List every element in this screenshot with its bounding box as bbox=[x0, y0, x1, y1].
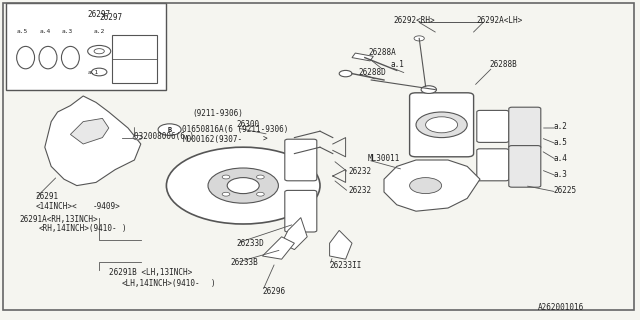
FancyBboxPatch shape bbox=[285, 190, 317, 232]
Text: a.2: a.2 bbox=[93, 28, 105, 34]
Polygon shape bbox=[45, 96, 141, 186]
Circle shape bbox=[133, 135, 142, 140]
Circle shape bbox=[227, 178, 259, 194]
Text: 26232: 26232 bbox=[349, 186, 372, 195]
Polygon shape bbox=[70, 118, 109, 144]
Text: -9409>: -9409> bbox=[93, 202, 120, 211]
Text: 01650816A(6 (9211-9306): 01650816A(6 (9211-9306) bbox=[182, 125, 289, 134]
Circle shape bbox=[414, 36, 424, 41]
FancyBboxPatch shape bbox=[477, 110, 509, 142]
Text: a.2: a.2 bbox=[554, 122, 568, 131]
FancyBboxPatch shape bbox=[509, 146, 541, 187]
Text: 26225: 26225 bbox=[554, 186, 577, 195]
Circle shape bbox=[410, 178, 442, 194]
Polygon shape bbox=[330, 230, 352, 259]
Text: a.5: a.5 bbox=[17, 28, 28, 34]
Bar bbox=[112, 35, 157, 83]
Text: 26233D: 26233D bbox=[237, 239, 264, 248]
Circle shape bbox=[166, 147, 320, 224]
Text: <14INCH><: <14INCH>< bbox=[35, 202, 77, 211]
Text: A262001016: A262001016 bbox=[538, 303, 584, 312]
Text: 26288D: 26288D bbox=[358, 68, 386, 76]
FancyBboxPatch shape bbox=[509, 107, 541, 149]
Polygon shape bbox=[384, 160, 480, 211]
Text: 26232: 26232 bbox=[349, 167, 372, 176]
Text: ): ) bbox=[122, 224, 126, 233]
Text: <LH,14INCH>(9410-: <LH,14INCH>(9410- bbox=[122, 279, 200, 288]
Text: a.3: a.3 bbox=[554, 170, 568, 179]
Circle shape bbox=[222, 175, 230, 179]
Text: M000162(9307-: M000162(9307- bbox=[182, 135, 243, 144]
Text: 26291B <LH,13INCH>: 26291B <LH,13INCH> bbox=[109, 268, 192, 277]
Circle shape bbox=[416, 112, 467, 138]
Text: a.4: a.4 bbox=[39, 28, 51, 34]
Text: 26291A<RH,13INCH>: 26291A<RH,13INCH> bbox=[19, 215, 98, 224]
Text: a.1: a.1 bbox=[390, 60, 404, 68]
Circle shape bbox=[339, 70, 352, 77]
Bar bbox=[352, 53, 373, 61]
FancyBboxPatch shape bbox=[285, 139, 317, 181]
Text: 26297: 26297 bbox=[99, 13, 122, 22]
Ellipse shape bbox=[17, 46, 35, 69]
Text: 032008006(6 ): 032008006(6 ) bbox=[134, 132, 195, 140]
Text: a.1: a.1 bbox=[87, 70, 99, 75]
Bar bbox=[6, 3, 166, 90]
FancyBboxPatch shape bbox=[477, 149, 509, 181]
Circle shape bbox=[208, 168, 278, 203]
Text: B: B bbox=[168, 127, 172, 132]
Text: 26296: 26296 bbox=[262, 287, 285, 296]
Text: 26288B: 26288B bbox=[490, 60, 517, 68]
Polygon shape bbox=[282, 218, 307, 250]
Text: 26297: 26297 bbox=[88, 10, 111, 19]
Text: (9211-9306): (9211-9306) bbox=[192, 109, 243, 118]
Ellipse shape bbox=[39, 46, 57, 69]
Circle shape bbox=[88, 45, 111, 57]
Text: 26292A<LH>: 26292A<LH> bbox=[477, 16, 523, 25]
Text: 26288A: 26288A bbox=[368, 48, 396, 57]
Text: 26291: 26291 bbox=[35, 192, 58, 201]
Circle shape bbox=[426, 117, 458, 133]
Ellipse shape bbox=[61, 46, 79, 69]
FancyBboxPatch shape bbox=[410, 93, 474, 157]
Circle shape bbox=[222, 192, 230, 196]
Circle shape bbox=[158, 124, 181, 135]
Text: 26233B: 26233B bbox=[230, 258, 258, 267]
Text: 26292<RH>: 26292<RH> bbox=[394, 16, 435, 25]
Text: a.3: a.3 bbox=[61, 28, 73, 34]
Circle shape bbox=[257, 175, 264, 179]
Text: a.5: a.5 bbox=[554, 138, 568, 147]
Text: 26300: 26300 bbox=[237, 120, 260, 129]
Text: a.4: a.4 bbox=[554, 154, 568, 163]
Circle shape bbox=[421, 86, 436, 93]
Circle shape bbox=[257, 192, 264, 196]
Text: >: > bbox=[262, 135, 267, 144]
Polygon shape bbox=[262, 237, 294, 259]
Circle shape bbox=[94, 49, 104, 54]
Text: 26233II: 26233II bbox=[330, 261, 362, 270]
Circle shape bbox=[92, 68, 107, 76]
Text: <RH,14INCH>(9410-: <RH,14INCH>(9410- bbox=[38, 224, 117, 233]
Text: ): ) bbox=[211, 279, 216, 288]
Text: ML30011: ML30011 bbox=[368, 154, 401, 163]
